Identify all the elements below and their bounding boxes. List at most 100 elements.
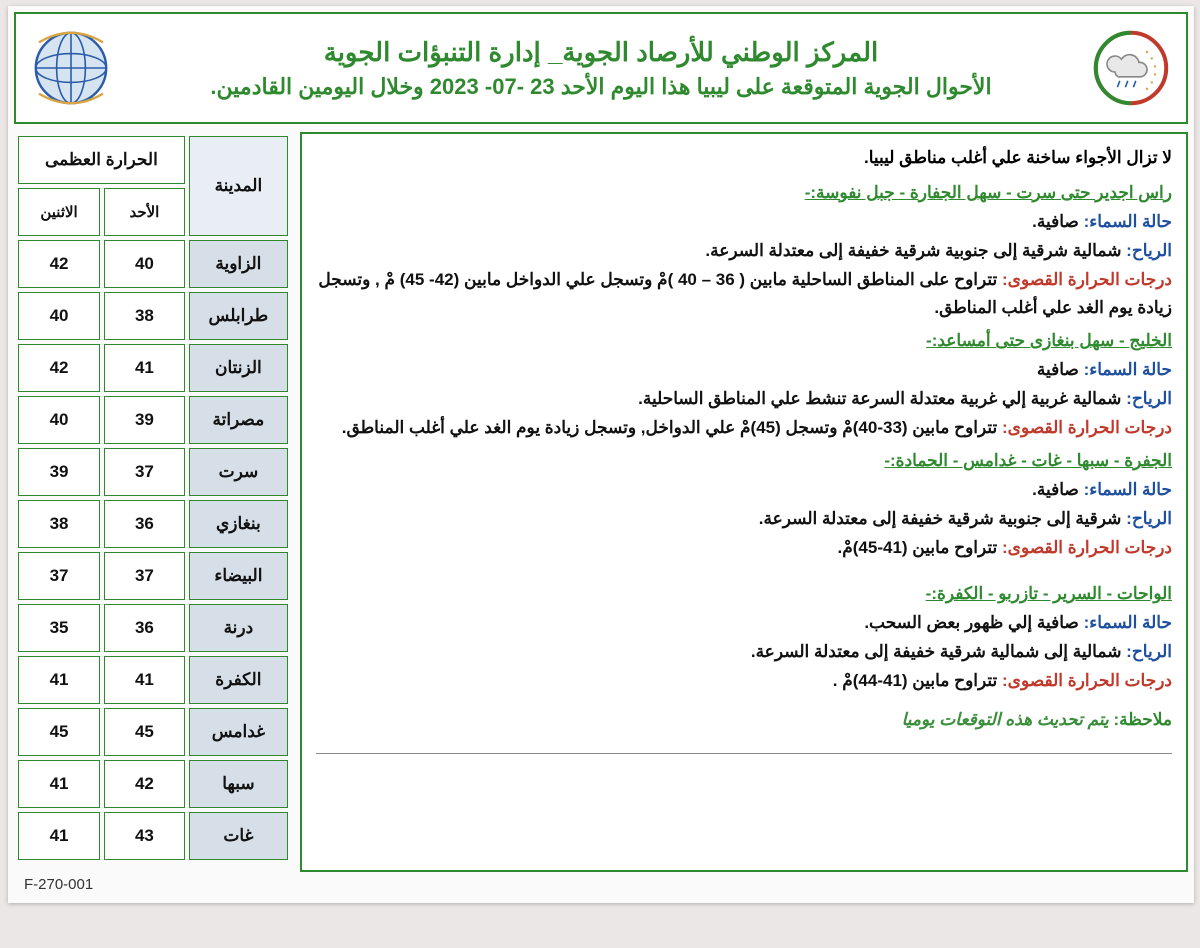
cell-city: الكفرة [189,656,288,704]
globe-icon [31,28,111,108]
cell-day2: 37 [18,552,100,600]
col-max-temp: الحرارة العظمى [18,136,185,184]
region-title: الجفرة - سبها - غات - غدامس - الحمادة:- [316,447,1172,476]
temp-text: تتراوح مابين (41-44)مْ . [833,671,1002,690]
cell-day2: 42 [18,344,100,392]
wind-text: شمالية غربية إلي غربية معتدلة السرعة تنش… [638,389,1126,408]
cell-city: الزاوية [189,240,288,288]
cell-city: بنغازي [189,500,288,548]
region-temp: درجات الحرارة القصوى: تتراوح مابين (41-4… [316,667,1172,696]
col-day-2: الاثنين [18,188,100,236]
cell-day2: 42 [18,240,100,288]
col-day-1: الأحد [104,188,185,236]
note-text: يتم تحديث هذه التوقعات يوميا [902,710,1109,729]
cell-day1: 36 [104,604,185,652]
note-label: ملاحظة: [1114,710,1172,729]
region-wind: الرياح: شمالية إلى شمالية شرقية خفيفة إل… [316,638,1172,667]
weather-logo-icon [1091,28,1171,108]
table-row: بنغازي3638 [18,500,288,548]
temp-label: درجات الحرارة القصوى: [1002,538,1172,557]
region-title: راس اجدير حتى سرت - سهل الجفارة - جبل نف… [316,179,1172,208]
table-row: سبها4241 [18,760,288,808]
sky-label: حالة السماء: [1084,613,1172,632]
cell-day2: 35 [18,604,100,652]
col-city: المدينة [189,136,288,236]
region-sky: حالة السماء: صافية [316,356,1172,385]
wmo-logo [30,27,112,109]
cell-day1: 39 [104,396,185,444]
sky-text: صافية. [1032,212,1083,231]
cell-day1: 38 [104,292,185,340]
wind-label: الرياح: [1126,241,1172,260]
cell-day2: 40 [18,396,100,444]
sky-label: حالة السماء: [1084,212,1172,231]
table-row: درنة3635 [18,604,288,652]
intro-text: لا تزال الأجواء ساخنة علي أغلب مناطق ليب… [316,144,1172,173]
cell-city: درنة [189,604,288,652]
table-row: البيضاء3737 [18,552,288,600]
cell-day2: 40 [18,292,100,340]
region-wind: الرياح: شرقية إلى جنوبية شرقية خفيفة إلى… [316,505,1172,534]
wind-label: الرياح: [1126,509,1172,528]
form-number: F-270-001 [14,872,1188,903]
cell-city: طرابلس [189,292,288,340]
table-row: الكفرة4141 [18,656,288,704]
cell-day2: 41 [18,656,100,704]
region-sky: حالة السماء: صافية. [316,476,1172,505]
cell-city: سرت [189,448,288,496]
sky-label: حالة السماء: [1084,360,1172,379]
temp-text: تتراوح مابين (33-40)مْ وتسجل (45)مْ علي … [342,418,1002,437]
cell-city: البيضاء [189,552,288,600]
region-wind: الرياح: شمالية شرقية إلى جنوبية شرقية خف… [316,237,1172,266]
temp-label: درجات الحرارة القصوى: [1002,418,1172,437]
region-wind: الرياح: شمالية غربية إلي غربية معتدلة ال… [316,385,1172,414]
region-temp: درجات الحرارة القصوى: تتراوح على المناطق… [316,266,1172,324]
region-temp: درجات الحرارة القصوى: تتراوح مابين (33-4… [316,414,1172,443]
table-row: طرابلس3840 [18,292,288,340]
cell-day2: 45 [18,708,100,756]
sky-text: صافية إلي ظهور بعض السحب. [864,613,1083,632]
cell-city: غات [189,812,288,860]
table-row: الزنتان4142 [18,344,288,392]
cell-day1: 41 [104,344,185,392]
cell-day2: 39 [18,448,100,496]
cell-day1: 43 [104,812,185,860]
page: المركز الوطني للأرصاد الجوية_ إدارة التن… [8,6,1194,903]
cell-day1: 36 [104,500,185,548]
table-row: غات4341 [18,812,288,860]
region-sky: حالة السماء: صافية. [316,208,1172,237]
sky-text: صافية. [1032,480,1083,499]
temperature-table: المدينة الحرارة العظمى الأحد الاثنين الز… [14,132,292,864]
cell-day2: 41 [18,760,100,808]
cell-city: مصراتة [189,396,288,444]
cell-day1: 37 [104,448,185,496]
wind-label: الرياح: [1126,642,1172,661]
region-temp: درجات الحرارة القصوى: تتراوح مابين (41-4… [316,534,1172,563]
note: ملاحظة: يتم تحديث هذه التوقعات يوميا [316,706,1172,735]
cell-day1: 37 [104,552,185,600]
org-title: المركز الوطني للأرصاد الجوية_ إدارة التن… [112,37,1090,68]
region-title: الخليج - سهل بنغازى حتى أمساعد:- [316,327,1172,356]
wind-label: الرياح: [1126,389,1172,408]
cell-day2: 38 [18,500,100,548]
temp-text: تتراوح مابين (41-45)مْ. [837,538,1002,557]
header-titles: المركز الوطني للأرصاد الجوية_ إدارة التن… [112,37,1090,100]
cell-day1: 41 [104,656,185,704]
body: المدينة الحرارة العظمى الأحد الاثنين الز… [14,132,1188,872]
wind-text: شرقية إلى جنوبية شرقية خفيفة إلى معتدلة … [759,509,1126,528]
sky-label: حالة السماء: [1084,480,1172,499]
region-title: الواحات - السرير - تازربو - الكفرة:- [316,580,1172,609]
table-row: غدامس4545 [18,708,288,756]
cell-city: الزنتان [189,344,288,392]
cell-day2: 41 [18,812,100,860]
cell-day1: 42 [104,760,185,808]
table-row: الزاوية4042 [18,240,288,288]
cell-day1: 40 [104,240,185,288]
table-row: مصراتة3940 [18,396,288,444]
forecast-panel: لا تزال الأجواء ساخنة علي أغلب مناطق ليب… [300,132,1188,872]
cell-day1: 45 [104,708,185,756]
divider [316,753,1172,754]
bulletin-title: الأحوال الجوية المتوقعة على ليبيا هذا ال… [112,74,1090,100]
lnmc-logo [1090,27,1172,109]
region-sky: حالة السماء: صافية إلي ظهور بعض السحب. [316,609,1172,638]
